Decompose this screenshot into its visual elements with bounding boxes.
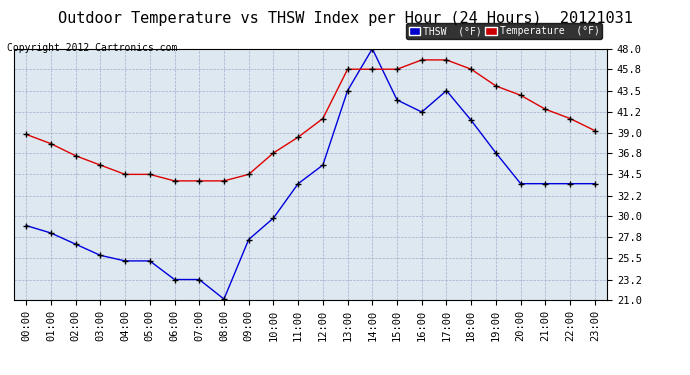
Legend: THSW  (°F), Temperature  (°F): THSW (°F), Temperature (°F) (406, 24, 602, 39)
Text: Outdoor Temperature vs THSW Index per Hour (24 Hours)  20121031: Outdoor Temperature vs THSW Index per Ho… (57, 11, 633, 26)
Text: Copyright 2012 Cartronics.com: Copyright 2012 Cartronics.com (7, 43, 177, 53)
